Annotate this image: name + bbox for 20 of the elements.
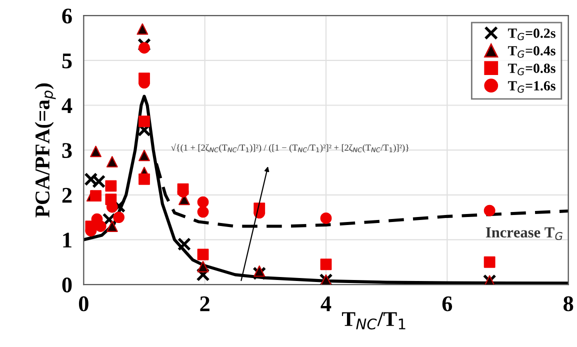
y-tick-label: 6 [62,8,72,24]
x-tick-label: 6 [442,296,452,312]
y-tick-label: 0 [62,277,72,292]
legend-label: T$_{G}$=0.8s [508,64,556,76]
y-tick-label: 2 [62,188,72,203]
legend-label: T$_{G}$=0.2s [508,28,556,40]
y-tick-label: 5 [62,54,72,68]
legend-label: T$_{G}$=0.4s [508,46,556,58]
y-tick-label: 1 [63,232,72,248]
x-tick-label: 0 [78,296,88,312]
x-tick-label: 8 [564,296,574,312]
annotation: Increase T$_{G}$ [486,227,562,240]
y-tick-label: 4 [62,98,72,113]
x-tick-label: 4 [320,296,332,312]
x-tick-label: 2 [200,296,210,312]
text: √{(1 + [2ζ$_{NC}$(T$_{NC}$/T$_{1}$)]²) / ([1 − (T$_{NC}$/T$_{1}$)²]² + [2ζ$_{NC}$(T$_{NC}$/T$_{1}$)]²)} [171,143,409,153]
y-tick-label: 3 [62,143,72,158]
y-axis-title: PCA/PFA(=a$_{p}$) [34,83,56,218]
legend-label: T$_{G}$=1.6s [508,81,556,93]
x-axis-title: T$_{NC}$/T$_{1}$ [342,312,406,330]
